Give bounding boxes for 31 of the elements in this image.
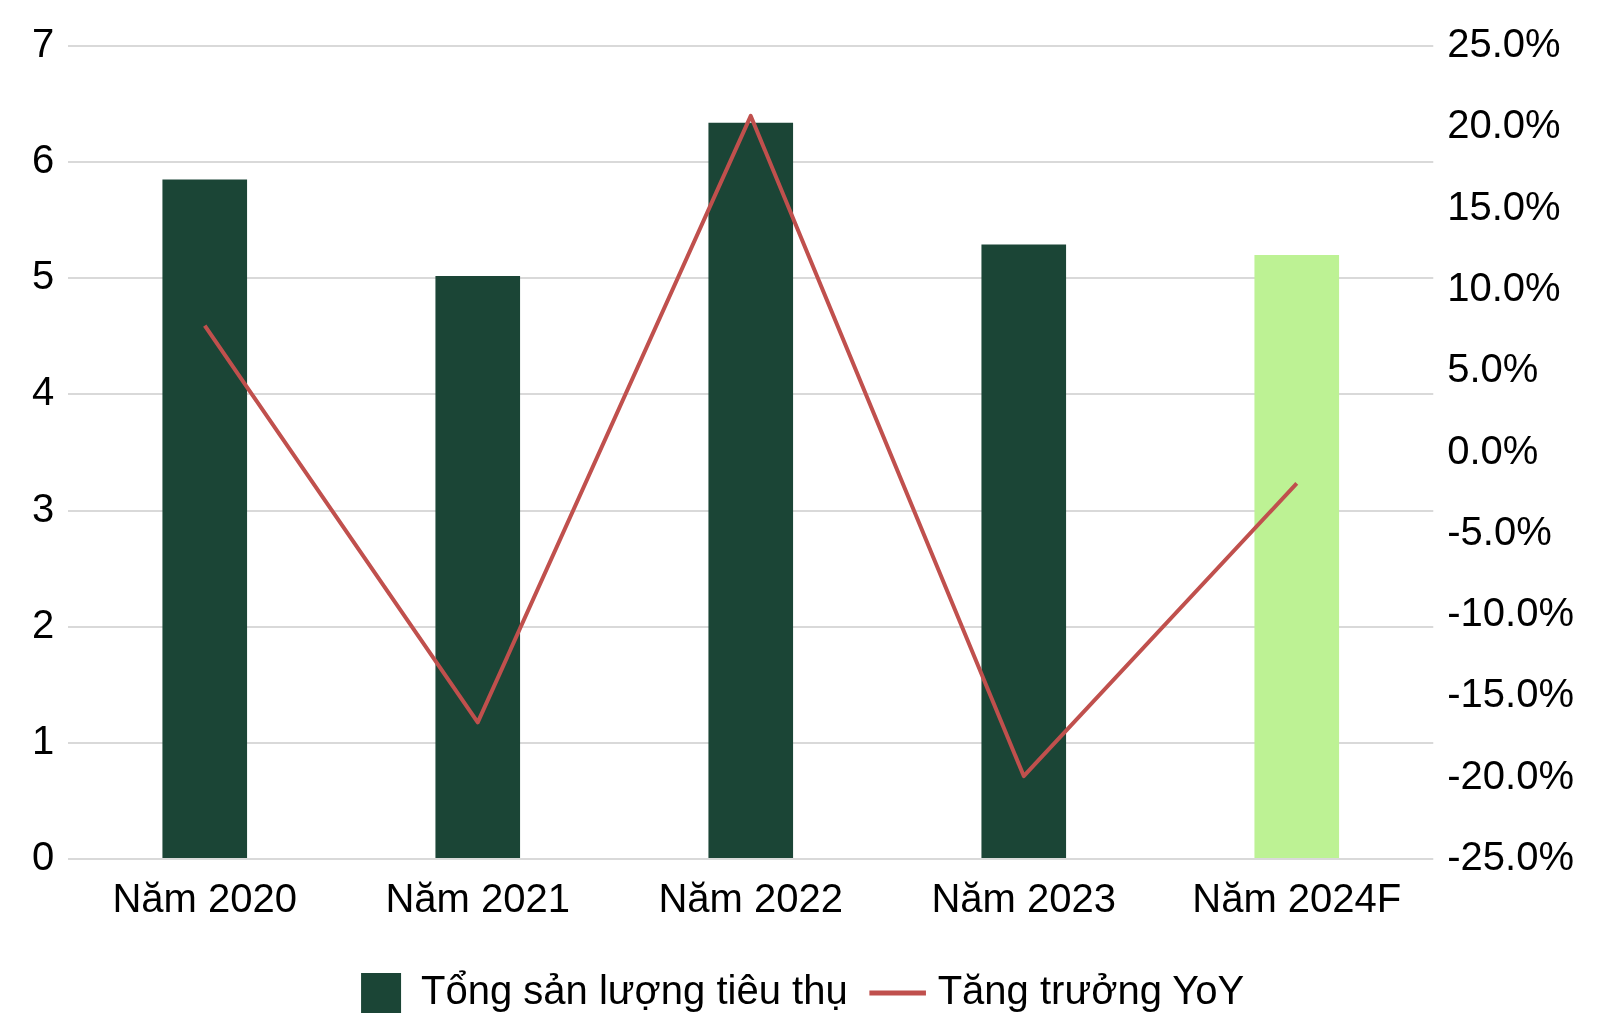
y-tick-label: 3 <box>32 485 55 530</box>
y2-tick-label: 10.0% <box>1447 264 1561 309</box>
y-tick-label: 2 <box>32 601 55 646</box>
y2-tick-label: 15.0% <box>1447 183 1561 228</box>
y2-tick-label: -15.0% <box>1447 671 1575 716</box>
y-tick-label: 7 <box>32 21 55 66</box>
y-tick-label: 1 <box>32 717 55 762</box>
y2-tick-label: -5.0% <box>1447 508 1552 553</box>
y2-tick-label: 5.0% <box>1447 346 1539 391</box>
legend-label: Tổng sản lượng tiêu thụ <box>421 968 848 1013</box>
y2-tick-label: 0.0% <box>1447 427 1539 472</box>
y2-tick-label: -10.0% <box>1447 590 1575 635</box>
x-tick-label: Năm 2022 <box>658 876 844 921</box>
x-tick-label: Năm 2020 <box>112 876 298 921</box>
y-tick-label: 0 <box>32 834 55 879</box>
y-tick-label: 6 <box>32 137 55 182</box>
bar <box>435 275 521 858</box>
x-tick-label: Năm 2021 <box>385 876 571 921</box>
legend-label: Tăng trưởng YoY <box>937 968 1245 1013</box>
x-tick-label: Năm 2023 <box>931 876 1117 921</box>
bar <box>708 122 794 858</box>
x-tick-label: Năm 2024F <box>1192 876 1402 921</box>
y2-tick-label: -25.0% <box>1447 834 1575 879</box>
y-tick-label: 5 <box>32 253 55 298</box>
y2-tick-label: -20.0% <box>1447 752 1575 797</box>
bar <box>1254 255 1340 858</box>
y2-tick-label: 20.0% <box>1447 102 1561 147</box>
y-tick-label: 4 <box>32 369 55 414</box>
bar <box>162 179 248 858</box>
y2-tick-label: 25.0% <box>1447 21 1561 66</box>
bar <box>981 244 1067 858</box>
